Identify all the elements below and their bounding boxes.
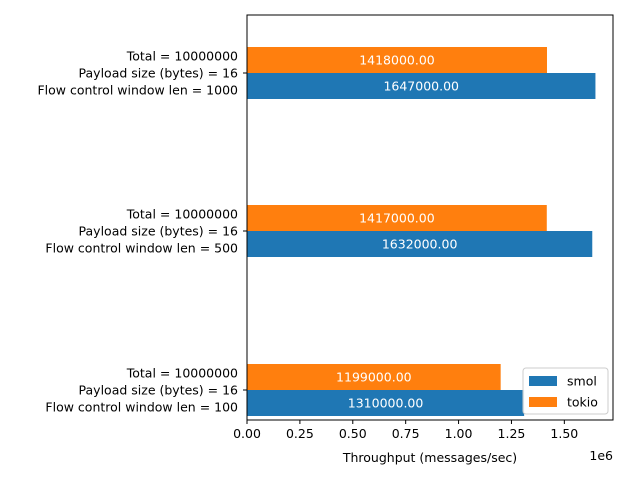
legend-label-tokio: tokio: [567, 395, 598, 410]
y-category-label: Payload size (bytes) = 16: [79, 66, 238, 81]
bar-label-smol-0: 1310000.00: [348, 396, 424, 411]
bar-tokio-0: [247, 364, 501, 390]
x-tick-label: 0.25: [286, 426, 314, 441]
bars-layer: 1310000.00 1199000.00 1632000.00 1417000.00…: [247, 47, 596, 416]
x-offset-text: 1e6: [589, 448, 613, 463]
bar-tokio-2: [247, 47, 547, 73]
x-tick-label: 0.50: [339, 426, 367, 441]
bar-smol-2: [247, 73, 596, 99]
y-category-label: Flow control window len = 1000: [37, 83, 238, 98]
y-category-label: Payload size (bytes) = 16: [79, 383, 238, 398]
y-category-label: Total = 10000000: [126, 207, 238, 222]
x-tick-label: 1.50: [550, 426, 578, 441]
x-tick-label: 0.00: [233, 426, 261, 441]
bar-tokio-1: [247, 205, 547, 231]
x-axis-label: Throughput (messages/sec): [342, 450, 517, 465]
bar-label-tokio-0: 1199000.00: [336, 370, 412, 385]
y-category-label: Flow control window len = 500: [45, 241, 238, 256]
bar-label-tokio-2: 1418000.00: [359, 53, 435, 68]
x-tick-label: 0.75: [392, 426, 420, 441]
y-category-label: Payload size (bytes) = 16: [79, 224, 238, 239]
x-tick-label: 1.00: [445, 426, 473, 441]
bar-smol-0: [247, 390, 525, 416]
axes-frame: [246, 14, 614, 421]
bar-label-tokio-1: 1417000.00: [359, 211, 435, 226]
bar-label-smol-2: 1647000.00: [383, 79, 459, 94]
x-tick-label: 1.25: [498, 426, 526, 441]
y-category-label: Total = 10000000: [126, 49, 238, 64]
legend-swatch-tokio: [529, 397, 557, 407]
axes-layer: 0.00 0.25 0.50 0.75 1.00 1.25 1.50 1e6 Throughpu…: [37, 14, 614, 465]
legend-label-smol: smol: [567, 374, 597, 389]
y-category-label: Flow control window len = 100: [45, 400, 238, 415]
bar-smol-1: [247, 231, 593, 257]
bar-label-smol-1: 1632000.00: [382, 237, 458, 252]
y-category-label: Total = 10000000: [126, 366, 238, 381]
legend-swatch-smol: [529, 376, 557, 386]
legend: smol tokio: [522, 367, 609, 415]
